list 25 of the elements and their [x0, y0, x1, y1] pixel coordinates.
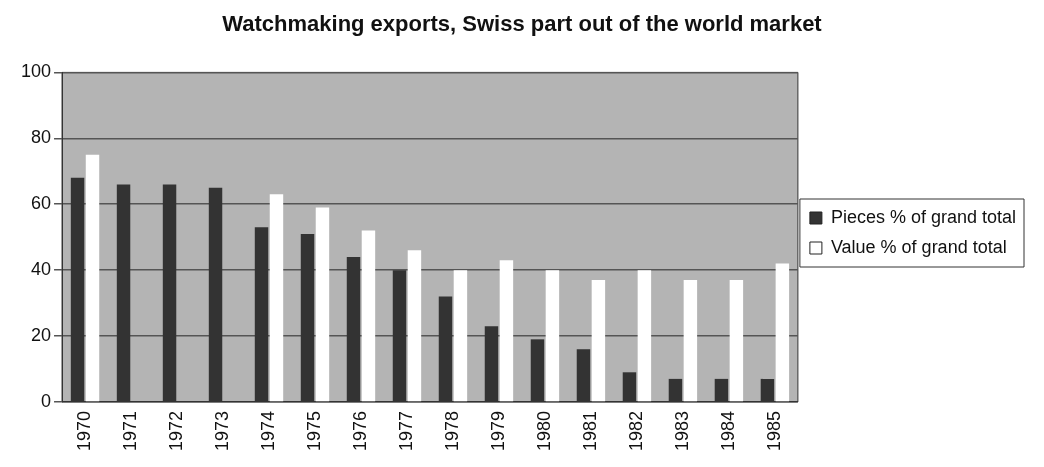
x-tick-label: 1980	[533, 410, 554, 451]
y-tick-label: 60	[31, 193, 52, 214]
x-tick-label: 1984	[717, 410, 738, 451]
x-tick-label: 1975	[303, 410, 324, 451]
legend-label: Value % of grand total	[830, 236, 1007, 257]
x-tick-label: 1972	[165, 410, 186, 451]
x-tick-label: 1979	[487, 410, 508, 451]
y-tick-label: 20	[31, 325, 52, 346]
x-tick-label: 1982	[625, 410, 646, 451]
x-tick-label: 1983	[671, 410, 692, 451]
x-tick-label: 1970	[74, 410, 94, 451]
x-tick-label: 1973	[211, 410, 232, 451]
y-tick-label: 0	[41, 390, 52, 411]
y-tick-label: 40	[31, 259, 52, 280]
x-tick-label: 1976	[349, 410, 370, 451]
x-tick-label: 1977	[395, 410, 416, 451]
y-tick-label: 100	[20, 61, 52, 82]
x-tick-label: 1971	[119, 410, 140, 451]
x-tick-label: 1981	[579, 410, 600, 451]
y-tick-label: 80	[31, 127, 52, 148]
x-tick-label: 1974	[257, 410, 278, 451]
x-tick-label: 1985	[763, 410, 784, 451]
x-tick-label: 1978	[441, 410, 462, 451]
legend-label: Pieces % of grand total	[830, 206, 1016, 227]
chart-title: Watchmaking exports, Swiss part out of the world market	[222, 11, 823, 37]
